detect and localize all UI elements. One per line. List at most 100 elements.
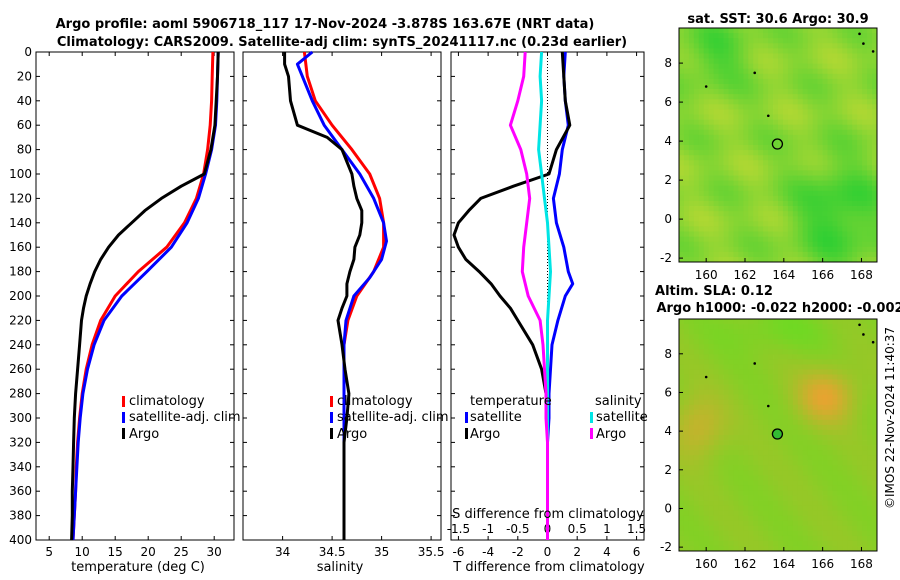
heatmap-cell bbox=[708, 379, 715, 385]
heatmap-cell bbox=[738, 525, 744, 532]
heatmap-cell bbox=[812, 180, 818, 187]
heatmap-cell bbox=[703, 500, 710, 507]
heatmap-cell bbox=[693, 58, 700, 65]
heatmap-cell bbox=[812, 324, 818, 330]
heatmap-cell bbox=[862, 83, 868, 90]
heatmap-cell bbox=[807, 505, 814, 512]
heatmap-cell bbox=[842, 369, 848, 375]
heatmap-cell bbox=[683, 399, 690, 406]
heatmap-cell bbox=[693, 480, 700, 486]
heatmap-cell bbox=[847, 124, 853, 131]
heatmap-cell bbox=[807, 455, 814, 461]
heatmap-cell bbox=[688, 440, 695, 446]
heatmap-cell bbox=[778, 63, 784, 70]
heatmap-cell bbox=[703, 369, 710, 375]
heatmap-cell bbox=[867, 339, 873, 345]
heatmap-cell bbox=[773, 545, 779, 552]
heatmap-cell bbox=[688, 114, 695, 120]
heatmap-cell bbox=[807, 43, 814, 49]
heatmap-cell bbox=[773, 379, 779, 385]
heatmap-cell bbox=[723, 226, 729, 232]
heatmap-cell bbox=[698, 48, 705, 54]
heatmap-cell bbox=[872, 485, 878, 491]
heatmap-cell bbox=[713, 48, 719, 54]
heatmap-cell bbox=[872, 435, 878, 441]
heatmap-cell bbox=[688, 394, 695, 401]
heatmap-cell bbox=[847, 43, 853, 49]
heatmap-cell bbox=[683, 256, 690, 263]
heatmap-cell bbox=[728, 48, 734, 54]
heatmap-cell bbox=[847, 211, 853, 217]
heatmap-cell bbox=[842, 545, 848, 552]
heatmap-cell bbox=[738, 435, 744, 441]
heatmap-cell bbox=[857, 394, 863, 401]
heatmap-cell bbox=[807, 369, 814, 375]
heatmap-cell bbox=[683, 500, 690, 507]
heatmap-cell bbox=[773, 525, 779, 532]
heatmap-cell bbox=[787, 38, 794, 44]
heatmap-cell bbox=[797, 155, 804, 161]
heatmap-cell bbox=[852, 379, 858, 385]
heatmap-cell bbox=[822, 53, 828, 59]
heatmap-cell bbox=[688, 399, 695, 406]
heatmap-cell bbox=[733, 535, 739, 542]
heatmap-cell bbox=[708, 545, 715, 552]
heatmap-cell bbox=[728, 256, 734, 263]
heatmap-cell bbox=[817, 515, 823, 522]
heatmap-cell bbox=[708, 440, 715, 446]
heatmap-cell bbox=[738, 364, 744, 370]
heatmap-cell bbox=[792, 354, 799, 360]
heatmap-cell bbox=[797, 429, 804, 436]
heatmap-cell bbox=[782, 535, 789, 542]
heatmap-cell bbox=[847, 58, 853, 65]
heatmap-cell bbox=[683, 460, 690, 466]
heatmap-cell bbox=[703, 145, 710, 151]
heatmap-cell bbox=[679, 63, 685, 70]
heatmap-cell bbox=[832, 429, 838, 436]
heatmap-cell bbox=[852, 145, 858, 151]
heatmap-cell bbox=[679, 319, 685, 325]
heatmap-cell bbox=[822, 175, 828, 182]
heatmap-cell bbox=[817, 139, 823, 146]
heatmap-cell bbox=[837, 505, 843, 512]
heatmap-cell bbox=[718, 485, 724, 491]
heatmap-cell bbox=[802, 500, 809, 507]
heatmap-cell bbox=[797, 339, 804, 345]
heatmap-cell bbox=[842, 414, 848, 421]
heatmap-cell bbox=[718, 251, 724, 258]
heatmap-cell bbox=[832, 545, 838, 552]
heatmap-cell bbox=[827, 43, 833, 49]
heatmap-cell bbox=[778, 185, 784, 192]
heatmap-cell bbox=[792, 119, 799, 126]
heatmap-cell bbox=[703, 414, 710, 421]
heatmap-cell bbox=[837, 33, 843, 39]
heatmap-cell bbox=[738, 139, 744, 146]
heatmap-cell bbox=[708, 28, 715, 34]
heatmap-cell bbox=[728, 33, 734, 39]
heatmap-cell bbox=[688, 190, 695, 197]
heatmap-cell bbox=[718, 435, 724, 441]
heatmap-cell bbox=[738, 99, 744, 105]
heatmap-cell bbox=[797, 525, 804, 532]
heatmap-cell bbox=[683, 180, 690, 187]
heatmap-cell bbox=[827, 510, 833, 517]
heatmap-cell bbox=[723, 99, 729, 105]
heatmap-cell bbox=[718, 324, 724, 330]
heatmap-cell bbox=[718, 545, 724, 552]
heatmap-cell bbox=[683, 53, 690, 59]
heatmap-cell bbox=[698, 58, 705, 65]
heatmap-cell bbox=[867, 354, 873, 360]
heatmap-cell bbox=[723, 359, 729, 365]
heatmap-cell bbox=[812, 33, 818, 39]
heatmap-cell bbox=[807, 216, 814, 222]
heatmap-cell bbox=[842, 165, 848, 171]
heatmap-cell bbox=[679, 535, 685, 542]
legend-label-climatology: climatology bbox=[129, 394, 205, 409]
heatmap-cell bbox=[797, 89, 804, 95]
heatmap-cell bbox=[758, 334, 764, 340]
heatmap-cell bbox=[787, 475, 794, 481]
heatmap-cell bbox=[837, 89, 843, 95]
heatmap-cell bbox=[807, 364, 814, 370]
heatmap-cell bbox=[832, 354, 838, 360]
heatmap-cell bbox=[778, 369, 784, 375]
